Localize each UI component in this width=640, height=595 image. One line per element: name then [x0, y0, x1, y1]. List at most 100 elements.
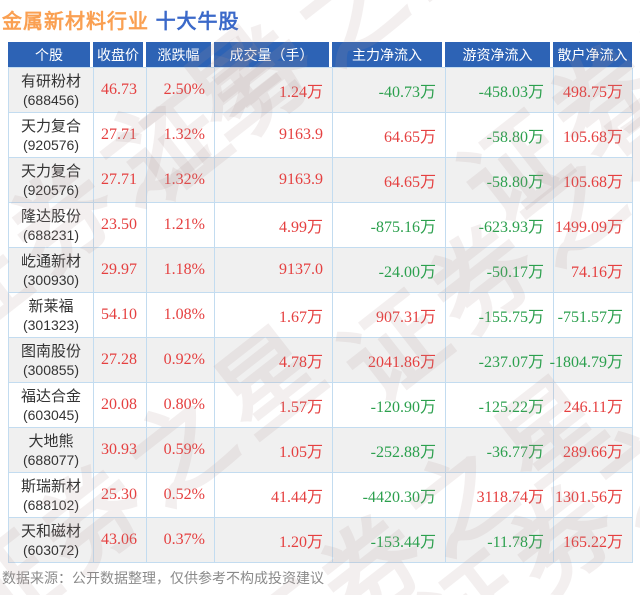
stock-name-cell: 屹通新材 (300930) [9, 248, 94, 293]
title-topic: 十大牛股 [155, 11, 240, 33]
close-price-cell: 23.50 [94, 203, 147, 248]
change-percent-cell: 1.21% [147, 203, 215, 248]
change-percent-cell: 1.32% [147, 113, 215, 158]
main-net-inflow-cell: 64.65万 [333, 158, 446, 203]
retail-net-inflow-cell: -751.57万 [554, 293, 633, 338]
retail-net-inflow-cell: -1804.79万 [550, 338, 633, 383]
change-percent-cell: 0.59% [147, 428, 215, 473]
header-volume: 成交量（手） [214, 42, 332, 67]
main-net-inflow-cell: 64.65万 [333, 113, 446, 158]
close-price-cell: 27.28 [94, 338, 147, 383]
close-price-cell: 27.71 [94, 158, 147, 203]
header-stock: 个股 [8, 42, 93, 67]
stock-name-cell: 新莱福 (301323) [9, 293, 94, 338]
stock-name: 天力复合 [20, 162, 81, 180]
stock-name: 福达合金 [20, 387, 81, 405]
hot-money-inflow-cell: -155.75万 [446, 293, 554, 338]
table-row: 天力复合 (920576) 27.71 1.32% 9163.9 64.65万 -58.80… [9, 113, 633, 158]
stock-name-cell: 隆达股份 (688231) [9, 203, 94, 248]
stock-name: 斯瑞新材 [20, 477, 81, 495]
table-row: 新莱福 (301323) 54.10 1.08% 1.67万 907.31万 -155.75… [9, 293, 633, 338]
stock-code: (603045) [22, 406, 80, 423]
volume-cell: 1.05万 [215, 428, 333, 473]
table-row: 大地熊 (688077) 30.93 0.59% 1.05万 -252.88万 -36.77… [9, 428, 633, 473]
change-percent-cell: 1.18% [147, 248, 215, 293]
retail-net-inflow-cell: 105.68万 [554, 113, 633, 158]
hot-money-inflow-cell: 3118.74万 [446, 473, 554, 518]
stock-code: (920576) [22, 181, 80, 198]
close-price-cell: 20.08 [94, 383, 147, 428]
hot-money-inflow-cell: -58.80万 [446, 158, 554, 203]
stock-code: (920576) [22, 136, 80, 153]
retail-net-inflow-cell: 74.16万 [554, 248, 633, 293]
volume-cell: 4.78万 [215, 338, 333, 383]
retail-net-inflow-cell: 246.11万 [554, 383, 633, 428]
table-row: 图南股份 (300855) 27.28 0.92% 4.78万 2041.86万 -237.… [9, 338, 633, 383]
table-row: 天和磁材 (603072) 43.06 0.37% 1.20万 -153.44万 -11.7… [9, 518, 633, 563]
data-source-note: 数据来源：公开数据整理，仅供参考不构成投资建议 [2, 570, 324, 586]
stock-name-cell: 福达合金 (603045) [9, 383, 94, 428]
main-net-inflow-cell: 2041.86万 [333, 338, 446, 383]
stock-name-cell: 天和磁材 (603072) [9, 518, 94, 563]
main-net-inflow-cell: 907.31万 [333, 293, 446, 338]
volume-cell: 1.20万 [215, 518, 333, 563]
stock-code: (301323) [22, 316, 80, 333]
main-net-inflow-cell: -40.73万 [333, 68, 446, 113]
change-percent-cell: 2.50% [147, 68, 215, 113]
page-title: 金属新材料行业 十大牛股 [2, 5, 240, 34]
hot-money-inflow-cell: -237.07万 [446, 338, 554, 383]
retail-net-inflow-cell: 289.66万 [554, 428, 633, 473]
stock-name: 天力复合 [20, 117, 81, 135]
close-price-cell: 25.30 [94, 473, 147, 518]
table-row: 天力复合 (920576) 27.71 1.32% 9163.9 64.65万 -58.80… [9, 158, 633, 203]
stock-table: 个股 收盘价 涨跌幅 成交量（手） 主力净流入 游资净流入 散户净流入 有研粉材… [8, 42, 633, 563]
hot-money-inflow-cell: -58.80万 [446, 113, 554, 158]
retail-net-inflow-cell: 498.75万 [554, 68, 633, 113]
hot-money-inflow-cell: -11.78万 [446, 518, 554, 563]
stock-code: (688102) [22, 496, 80, 513]
stock-code: (300855) [22, 361, 80, 378]
main-net-inflow-cell: -875.16万 [333, 203, 446, 248]
hot-money-inflow-cell: -36.77万 [446, 428, 554, 473]
stock-name-cell: 图南股份 (300855) [9, 338, 94, 383]
stock-name-cell: 大地熊 (688077) [9, 428, 94, 473]
stock-name-cell: 斯瑞新材 (688102) [9, 473, 94, 518]
change-percent-cell: 0.92% [147, 338, 215, 383]
hot-money-inflow-cell: -125.22万 [446, 383, 554, 428]
table-header: 个股 收盘价 涨跌幅 成交量（手） 主力净流入 游资净流入 散户净流入 [8, 42, 632, 67]
hot-money-inflow-cell: -50.17万 [446, 248, 554, 293]
main-net-inflow-cell: -153.44万 [333, 518, 446, 563]
stock-code: (688456) [22, 91, 80, 108]
volume-cell: 1.57万 [215, 383, 333, 428]
stock-code: (300930) [22, 271, 80, 288]
stock-name: 屹通新材 [20, 252, 81, 270]
table-row: 有研粉材 (688456) 46.73 2.50% 1.24万 -40.73万 -458.0… [9, 68, 633, 113]
title-industry: 金属新材料行业 [2, 11, 149, 33]
close-price-cell: 43.06 [94, 518, 147, 563]
stock-name: 有研粉材 [20, 72, 81, 90]
stock-name-cell: 天力复合 (920576) [9, 158, 94, 203]
change-percent-cell: 0.80% [147, 383, 215, 428]
main-net-inflow-cell: -120.90万 [333, 383, 446, 428]
close-price-cell: 30.93 [94, 428, 147, 473]
volume-cell: 4.99万 [215, 203, 333, 248]
retail-net-inflow-cell: 105.68万 [554, 158, 633, 203]
stock-code: (688231) [22, 226, 80, 243]
stock-name-cell: 天力复合 (920576) [9, 113, 94, 158]
hot-money-inflow-cell: -458.03万 [446, 68, 554, 113]
stock-code: (688077) [22, 451, 80, 468]
stock-name-cell: 有研粉材 (688456) [9, 68, 94, 113]
volume-cell: 1.67万 [215, 293, 333, 338]
close-price-cell: 46.73 [94, 68, 147, 113]
retail-net-inflow-cell: 1301.56万 [554, 473, 633, 518]
volume-cell: 1.24万 [215, 68, 333, 113]
main-net-inflow-cell: -252.88万 [333, 428, 446, 473]
retail-net-inflow-cell: 165.22万 [554, 518, 633, 563]
stock-name: 天和磁材 [20, 522, 81, 540]
header-main-net-inflow: 主力净流入 [332, 42, 445, 67]
volume-cell: 9163.9 [215, 113, 333, 158]
main-net-inflow-cell: -4420.30万 [333, 473, 446, 518]
table-row: 隆达股份 (688231) 23.50 1.21% 4.99万 -875.16万 -623.… [9, 203, 633, 248]
close-price-cell: 54.10 [94, 293, 147, 338]
change-percent-cell: 0.37% [147, 518, 215, 563]
